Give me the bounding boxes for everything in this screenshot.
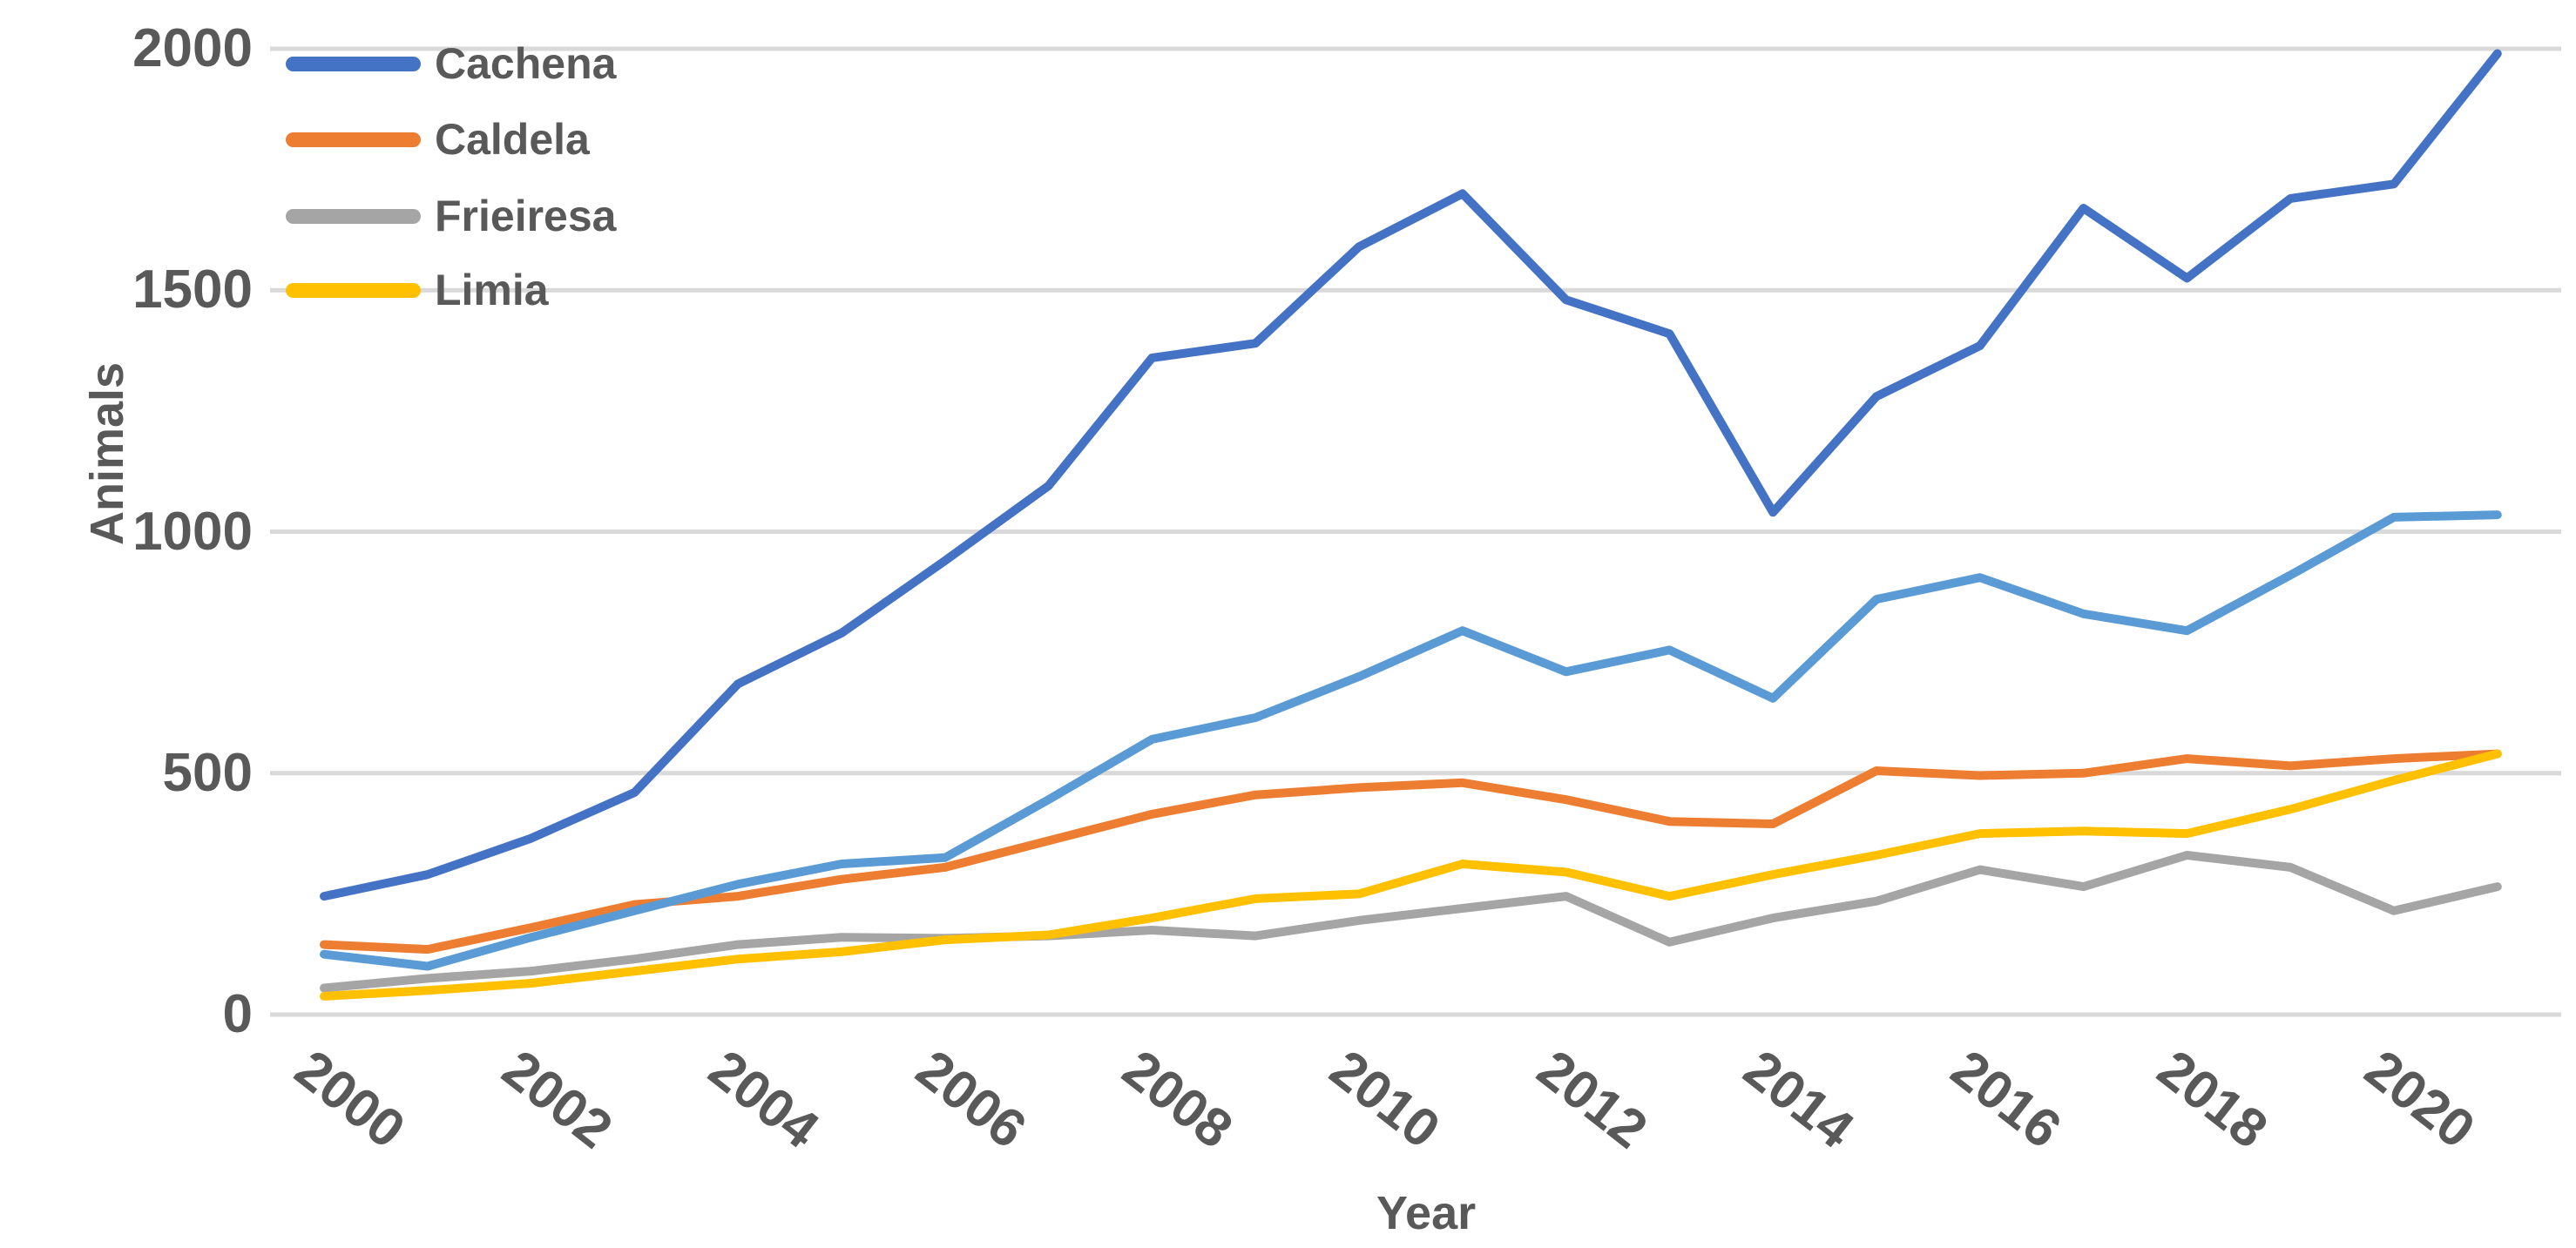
- series-line-unlabeled: [320, 510, 2502, 971]
- y-tick-label-1500: 1500: [132, 260, 253, 320]
- series-line-caldela: [320, 749, 2502, 955]
- x-axis-title: Year: [1376, 1187, 1477, 1239]
- legend-item-caldela: Caldela: [286, 115, 590, 164]
- legend-swatch-caldela: [286, 132, 421, 147]
- legend-label-cachena: Cachena: [435, 39, 617, 88]
- y-tick-label-1000: 1000: [132, 501, 253, 562]
- y-tick-label-500: 500: [162, 742, 253, 803]
- legend-label-limia: Limia: [435, 266, 549, 314]
- series-line-frieiresa: [320, 851, 2502, 993]
- legend-swatch-frieiresa: [286, 208, 421, 224]
- legend-item-limia: Limia: [286, 266, 549, 314]
- y-tick-label-0: 0: [222, 984, 253, 1044]
- series-line-cachena: [320, 49, 2502, 901]
- legend-swatch-cachena: [286, 56, 421, 71]
- legend-label-caldela: Caldela: [435, 115, 590, 164]
- legend-item-cachena: Cachena: [286, 39, 616, 88]
- y-tick-label-2000: 2000: [132, 18, 253, 78]
- series-line-limia: [320, 749, 2502, 1001]
- legend-item-frieiresa: Frieiresa: [286, 192, 616, 240]
- legend-label-frieiresa: Frieiresa: [435, 192, 617, 240]
- legend-swatch-limia: [286, 282, 421, 298]
- y-axis-title: Animals: [81, 361, 134, 546]
